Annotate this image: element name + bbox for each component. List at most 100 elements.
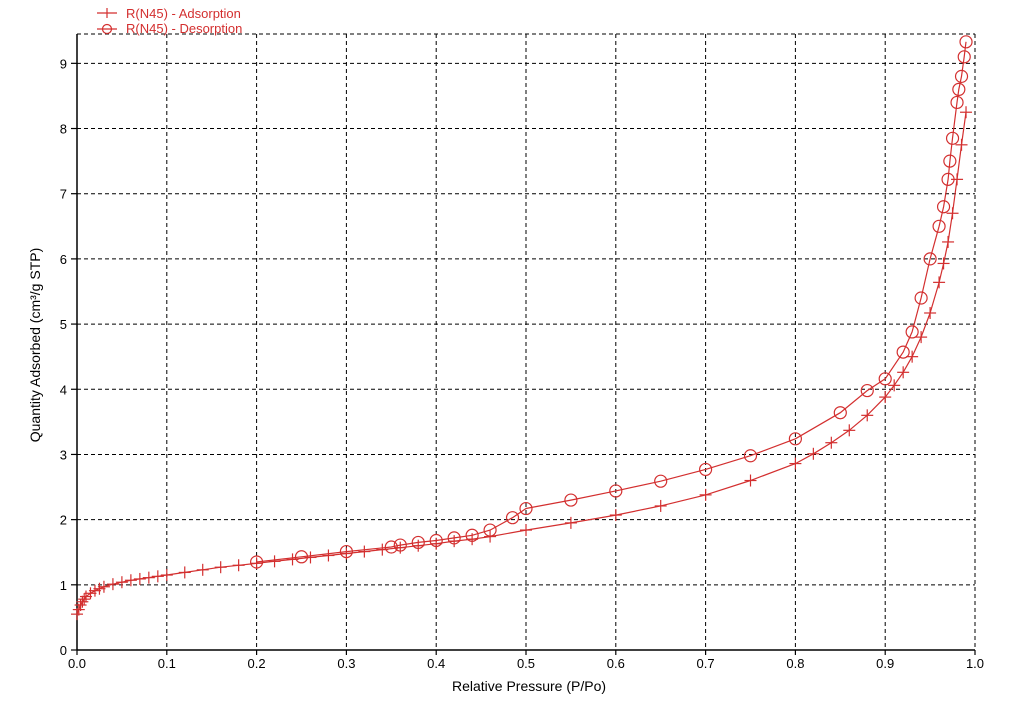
data-point-adsorption (394, 541, 407, 554)
data-point-adsorption (906, 350, 919, 363)
x-tick-label: 0.6 (607, 656, 625, 671)
y-tick-label: 1 (60, 578, 67, 593)
legend-item-adsorption: R(N45) - Adsorption (97, 6, 241, 21)
data-point-adsorption (78, 593, 91, 606)
y-tick-label: 7 (60, 187, 67, 202)
data-point-adsorption (232, 559, 245, 572)
data-point-adsorption (960, 106, 973, 119)
data-point-adsorption (520, 524, 532, 537)
tick-layer: 0.0 0.1 0.2 0.3 0.4 0.5 0.6 0.7 0.8 0.9 1.0 0 1 2 3 4 5 6… (60, 56, 984, 671)
data-point-desorption (936, 200, 951, 214)
data-point-desorption (505, 511, 520, 525)
data-point-adsorption (160, 569, 173, 582)
x-tick-label: 0.7 (697, 656, 715, 671)
y-tick-label: 6 (60, 252, 67, 267)
data-point-desorption (698, 462, 713, 477)
data-point-adsorption (124, 574, 137, 587)
data-point-desorption (465, 528, 479, 542)
data-point-adsorption (654, 499, 667, 512)
data-point-desorption (950, 95, 964, 110)
data-point-adsorption (933, 276, 946, 289)
data-point-desorption (384, 540, 398, 554)
data-point-adsorption (789, 457, 802, 470)
data-point-adsorption (937, 257, 950, 270)
legend-label-desorption: R(N45) - Desorption (126, 21, 242, 36)
data-point-desorption (393, 538, 407, 552)
data-point-adsorption (178, 566, 191, 579)
data-point-adsorption (97, 580, 110, 593)
data-point-desorption (429, 533, 443, 548)
data-point-desorption (519, 501, 533, 516)
y-tick-label: 4 (60, 382, 67, 397)
data-point-adsorption (924, 306, 937, 319)
x-tick-label: 0.4 (427, 656, 445, 671)
data-point-adsorption (564, 516, 577, 529)
data-point-desorption (943, 154, 957, 168)
y-tick-label: 5 (60, 317, 67, 332)
grid-layer (77, 34, 976, 650)
data-point-desorption (411, 535, 425, 550)
data-point-desorption (654, 474, 668, 488)
data-point-adsorption (861, 409, 874, 422)
data-point-desorption (914, 291, 928, 305)
data-point-adsorption (133, 572, 146, 585)
data-point-desorption (294, 550, 309, 564)
data-point-adsorption (955, 138, 968, 151)
data-point-desorption (860, 383, 874, 398)
chart-legend: R(N45) - Adsorption R(N45) - Desorption (97, 6, 242, 36)
data-point-adsorption (214, 561, 227, 574)
x-tick-label: 0.2 (248, 656, 266, 671)
data-point-adsorption (151, 570, 164, 583)
x-tick-label: 1.0 (966, 656, 984, 671)
data-point-adsorption (915, 331, 928, 344)
data-point-adsorption (412, 539, 425, 552)
data-point-adsorption (699, 488, 712, 501)
y-tick-label: 9 (60, 56, 67, 71)
data-point-adsorption (358, 545, 371, 558)
data-point-adsorption (268, 555, 281, 568)
data-point-adsorption (825, 436, 838, 449)
data-point-adsorption (196, 563, 209, 576)
data-point-desorption (483, 523, 497, 537)
data-point-desorption (564, 493, 578, 507)
data-point-desorption (959, 35, 973, 49)
series-layer (71, 35, 973, 621)
data-point-desorption (932, 219, 946, 233)
x-tick-label: 0.9 (876, 656, 894, 671)
legend-swatch-desorption-marker (101, 23, 113, 35)
data-point-desorption (923, 252, 937, 266)
data-point-desorption (941, 172, 955, 186)
data-point-adsorption (879, 391, 892, 404)
data-point-desorption (952, 82, 966, 97)
data-point-adsorption (142, 571, 155, 584)
data-point-desorption (447, 531, 461, 545)
data-point-adsorption (951, 173, 964, 186)
data-point-adsorption (430, 537, 443, 550)
data-point-adsorption (304, 551, 317, 564)
data-point-desorption (788, 432, 803, 446)
data-point-desorption (833, 406, 847, 420)
data-point-desorption (945, 131, 960, 145)
y-tick-label: 0 (60, 643, 67, 658)
x-tick-label: 0.1 (158, 656, 176, 671)
legend-label-adsorption: R(N45) - Adsorption (126, 6, 241, 21)
y-axis-title: Quantity Adsorbed (cm³/g STP) (27, 248, 43, 443)
data-point-adsorption (946, 207, 959, 220)
x-tick-label: 0.3 (337, 656, 355, 671)
x-tick-label: 0.0 (68, 656, 86, 671)
data-point-desorption (743, 449, 758, 463)
data-point-adsorption (250, 557, 263, 570)
data-point-adsorption (106, 578, 119, 591)
data-point-adsorption (322, 549, 335, 562)
data-point-adsorption (897, 366, 910, 379)
data-point-adsorption (807, 447, 820, 460)
x-tick-label: 0.5 (517, 656, 535, 671)
data-point-adsorption (888, 379, 901, 392)
data-point-adsorption (843, 424, 856, 437)
x-axis-title: Relative Pressure (P/Po) (452, 678, 606, 694)
data-point-desorption (896, 345, 910, 359)
y-tick-label: 3 (60, 447, 67, 462)
